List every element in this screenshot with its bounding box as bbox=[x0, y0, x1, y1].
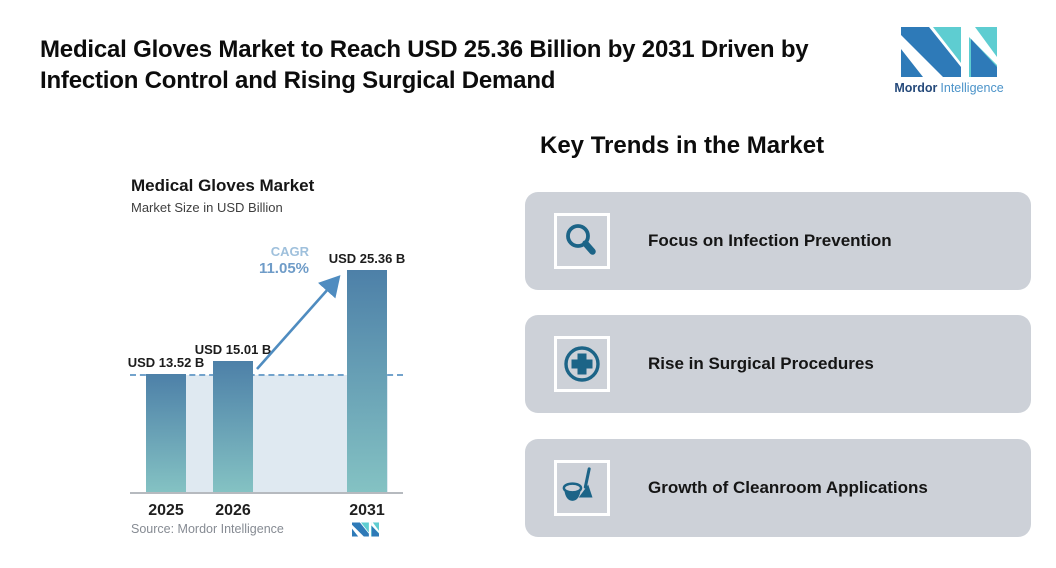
cleaning-icon bbox=[562, 467, 593, 501]
chart-subtitle: Market Size in USD Billion bbox=[131, 200, 283, 215]
brand-logo: Mordor Intelligence bbox=[893, 27, 1005, 95]
trend-label: Focus on Infection Prevention bbox=[648, 231, 892, 250]
x-axis-label: 2031 bbox=[349, 502, 385, 519]
source-row: Source: Mordor Intelligence bbox=[131, 522, 284, 536]
brand-word-intelligence: Intelligence bbox=[940, 81, 1004, 95]
cagr-annotation: CAGR 11.05% bbox=[259, 244, 309, 277]
mini-brand-logo-icon bbox=[352, 522, 379, 537]
bar-2031 bbox=[347, 270, 387, 492]
trend-card-surgical-procedures: Rise in Surgical Procedures bbox=[525, 315, 1031, 413]
medical-cross-icon bbox=[564, 346, 600, 382]
x-axis-label: 2025 bbox=[148, 502, 184, 519]
page-title: Medical Gloves Market to Reach USD 25.36… bbox=[40, 34, 880, 96]
trend-label: Growth of Cleanroom Applications bbox=[648, 478, 928, 497]
trend-icon-box bbox=[554, 460, 610, 516]
cagr-value: 11.05% bbox=[258, 260, 309, 277]
x-axis-label: 2026 bbox=[215, 502, 251, 519]
trend-label: Rise in Surgical Procedures bbox=[648, 354, 874, 373]
search-icon bbox=[566, 224, 596, 255]
bar-value-label: USD 25.36 B bbox=[328, 251, 406, 266]
bar-chart-plot: USD 13.52 B 2025 USD 15.01 B 2026 USD 25.36 … bbox=[128, 240, 406, 519]
bar-group-2026: USD 15.01 B 2026 bbox=[195, 342, 272, 519]
reference-dashed-line bbox=[130, 374, 403, 376]
trend-card-cleanroom-applications: Growth of Cleanroom Applications bbox=[525, 439, 1031, 537]
mordor-intelligence-logo-icon bbox=[901, 27, 997, 77]
page-title-line2: Infection Control and Rising Surgical De… bbox=[40, 67, 556, 94]
trend-card-infection-prevention: Focus on Infection Prevention bbox=[525, 192, 1031, 290]
source-text: Source: Mordor Intelligence bbox=[131, 522, 284, 536]
trends-heading: Key Trends in the Market bbox=[540, 132, 825, 159]
page-title-line1: Medical Gloves Market to Reach USD 25.36… bbox=[40, 36, 809, 63]
chart-title: Medical Gloves Market bbox=[131, 176, 315, 195]
trend-icon-box bbox=[554, 336, 610, 392]
trend-icon-box bbox=[554, 213, 610, 269]
brand-name: Mordor Intelligence bbox=[893, 81, 1005, 95]
bar-value-label: USD 13.52 B bbox=[127, 355, 205, 370]
bar-2026 bbox=[213, 361, 253, 492]
bar-group-2025: USD 13.52 B 2025 bbox=[128, 355, 205, 519]
bar-value-label: USD 15.01 B bbox=[194, 342, 272, 357]
brand-word-mordor: Mordor bbox=[894, 81, 938, 95]
bar-group-2031: USD 25.36 B 2031 bbox=[329, 251, 406, 519]
bar-2025 bbox=[146, 374, 186, 492]
cagr-label: CAGR bbox=[270, 244, 309, 259]
chart-header: Medical Gloves Market Market Size in USD… bbox=[131, 176, 314, 215]
